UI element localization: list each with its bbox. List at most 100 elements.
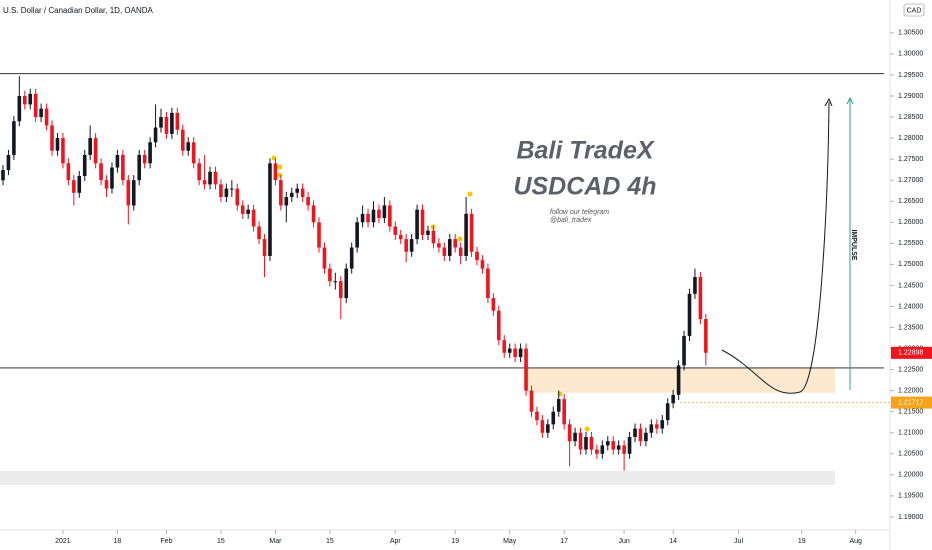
x-tick-label: 14	[669, 538, 677, 545]
x-tick-label: 18	[114, 538, 122, 545]
y-tick-label: 1.22000	[898, 388, 923, 395]
annotation-impulse: IMPULSE	[850, 229, 857, 260]
candle-body	[475, 251, 479, 261]
candle-body	[93, 138, 98, 164]
candle-body	[230, 188, 234, 190]
candle-body	[535, 411, 539, 421]
candle-body	[338, 281, 343, 299]
impulse-arrow	[846, 96, 854, 105]
candle-body	[698, 276, 703, 320]
x-tick-label: Mar	[269, 538, 282, 545]
candle-body	[322, 247, 327, 269]
candle-body	[246, 209, 250, 214]
candle-body	[153, 127, 158, 143]
currency: CAD	[907, 7, 922, 14]
dot	[584, 426, 590, 432]
candle-body	[197, 163, 201, 181]
price-label: 1.21717	[898, 399, 923, 406]
y-tick-label: 1.28000	[898, 135, 923, 142]
candle-body	[131, 180, 136, 206]
y-tick-label: 1.20000	[898, 472, 923, 479]
candle-body	[61, 138, 65, 164]
y-tick-label: 1.26000	[898, 219, 923, 226]
annotation-handle: @bali_tradex	[550, 217, 592, 224]
candle-body	[273, 163, 278, 181]
candle-body	[219, 184, 223, 198]
candle-body	[355, 222, 359, 248]
candle-body	[191, 142, 196, 164]
candle-body	[180, 129, 185, 151]
candle-body	[398, 234, 403, 240]
y-tick-label: 1.23500	[898, 324, 923, 331]
candle-body	[268, 163, 272, 256]
candle-body	[366, 213, 370, 223]
candle-body	[616, 445, 621, 450]
candle-body	[540, 420, 545, 433]
candle-body	[284, 197, 289, 206]
candle-body	[235, 188, 240, 206]
candle-body	[110, 167, 114, 189]
candle-body	[99, 163, 103, 181]
candle-body	[104, 180, 109, 189]
candle-body	[491, 298, 496, 311]
y-tick-label: 1.19500	[898, 493, 923, 500]
candle-body	[50, 125, 54, 151]
annotation-subtitle: USDCAD 4h	[513, 173, 656, 201]
candle-body	[317, 222, 321, 248]
candle-body	[251, 209, 256, 227]
arrow-head	[824, 97, 833, 107]
candle-body	[513, 348, 517, 357]
candle-body	[121, 154, 125, 181]
candle-body	[633, 428, 637, 437]
candle-body	[622, 445, 626, 454]
candle-body	[137, 154, 142, 181]
x-tick-label: 15	[217, 538, 225, 545]
x-tick-label: Aug	[849, 538, 862, 545]
candle-body	[409, 239, 414, 252]
candle-body	[371, 209, 376, 223]
x-tick-label: Apr	[390, 538, 402, 545]
candle-body	[453, 239, 458, 248]
candle-body	[546, 424, 550, 433]
candle-body	[55, 138, 60, 151]
zone	[527, 367, 835, 393]
y-tick-label: 1.25000	[898, 261, 923, 268]
candle-body	[687, 293, 692, 336]
candle-body	[426, 230, 430, 235]
candle-body	[611, 441, 616, 450]
candle-body	[437, 243, 441, 248]
y-tick-label: 1.27000	[898, 177, 923, 184]
x-tick-label: 17	[560, 538, 568, 545]
candle-body	[605, 441, 610, 446]
x-tick-label: Feb	[160, 538, 172, 545]
x-tick-label: 15	[326, 538, 334, 545]
candle-body	[328, 268, 332, 282]
candle-body	[115, 154, 120, 168]
zone	[0, 471, 835, 485]
x-tick-label: Jun	[618, 538, 629, 545]
candle-body	[257, 226, 261, 240]
candle-body	[404, 239, 408, 252]
candle-body	[671, 394, 675, 404]
y-tick-label: 1.30500	[898, 30, 923, 37]
x-tick-label: 19	[451, 538, 459, 545]
candle-body	[518, 348, 523, 357]
candle-body	[676, 365, 681, 395]
candle-body	[578, 432, 583, 450]
candle-body	[655, 424, 659, 429]
dot	[277, 172, 283, 178]
x-tick-label: 19	[798, 538, 806, 545]
candle-body	[344, 268, 349, 299]
candle-body	[573, 432, 577, 442]
candle-body	[551, 411, 556, 425]
candle-body	[649, 424, 654, 433]
candle-body	[595, 449, 599, 454]
candle-body	[208, 171, 212, 185]
candle-body	[524, 348, 528, 391]
candle-body	[1, 170, 5, 181]
candle-body	[415, 209, 419, 240]
candle-body	[22, 95, 27, 105]
candle-body	[502, 340, 507, 353]
